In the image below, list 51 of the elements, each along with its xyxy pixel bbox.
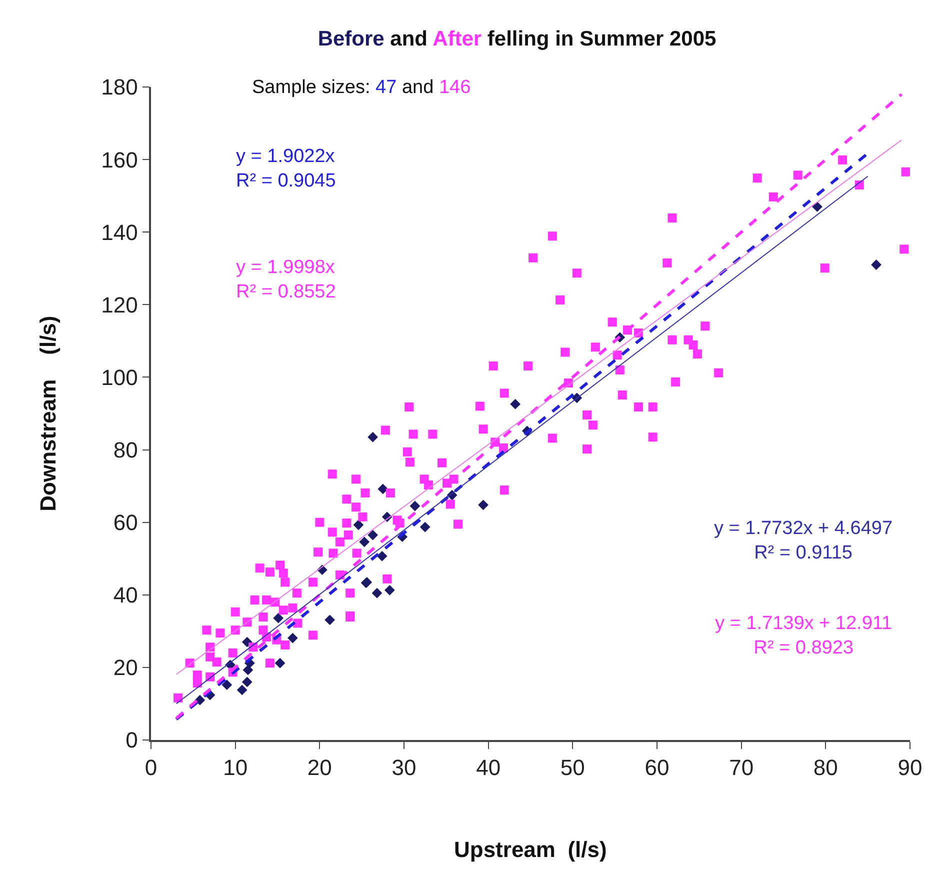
point — [274, 658, 286, 668]
y-tick-label: 40 — [113, 582, 138, 608]
point — [273, 612, 284, 624]
point — [368, 432, 378, 442]
x-tick-label: 50 — [560, 755, 585, 780]
point — [222, 680, 232, 690]
y-tick-label: 0 — [126, 728, 138, 753]
point — [372, 588, 382, 598]
x-tick-label: 90 — [898, 755, 922, 780]
point — [359, 536, 370, 548]
y-axis-title: Downstream (l/s) — [35, 316, 60, 512]
x-axis-title: Upstream (l/s) — [454, 837, 607, 862]
x-tick-label: 60 — [644, 755, 670, 780]
annotation: Sample sizes: 47 and 146 — [252, 77, 471, 98]
y-tick-label: 120 — [101, 292, 138, 318]
y-tick-label: 60 — [113, 510, 138, 536]
point — [368, 530, 378, 540]
x-tick-label: 30 — [392, 755, 416, 780]
chart-title: Before and After felling in Summer 2005 — [318, 27, 716, 50]
point — [510, 398, 521, 410]
y-tick-label: 80 — [113, 437, 138, 462]
x-tick-label: 10 — [223, 755, 248, 780]
y-tick-label: 180 — [101, 74, 138, 100]
x-tick-label: 70 — [729, 755, 754, 780]
annotation: y = 1.7732x + 4.6497 R² = 0.9115 — [714, 518, 893, 564]
point — [478, 500, 488, 510]
x-tick-label: 40 — [476, 755, 501, 780]
point — [420, 522, 430, 532]
point — [324, 614, 335, 626]
point — [236, 684, 248, 696]
point — [242, 664, 254, 676]
point — [812, 202, 822, 212]
x-tick-label: 20 — [307, 755, 332, 780]
y-tick-label: 20 — [113, 655, 138, 680]
point — [287, 632, 298, 644]
point — [384, 584, 395, 596]
point — [378, 484, 388, 494]
y-tick-label: 140 — [101, 220, 138, 245]
point — [353, 520, 364, 530]
point — [376, 550, 388, 562]
point — [194, 694, 206, 706]
y-tick-label: 100 — [101, 364, 138, 390]
annotation: y = 1.9998x R² = 0.8552 — [236, 257, 336, 303]
x-tick-label: 80 — [813, 755, 838, 780]
point — [410, 500, 420, 512]
annotation: y = 1.7139x + 12.911 R² = 0.8923 — [715, 613, 892, 659]
x-tick-label: 0 — [144, 755, 158, 780]
y-tick-label: 160 — [101, 147, 138, 172]
point — [871, 260, 882, 270]
annotation: y = 1.9022x R² = 0.9045 — [236, 146, 336, 192]
point — [242, 676, 252, 688]
